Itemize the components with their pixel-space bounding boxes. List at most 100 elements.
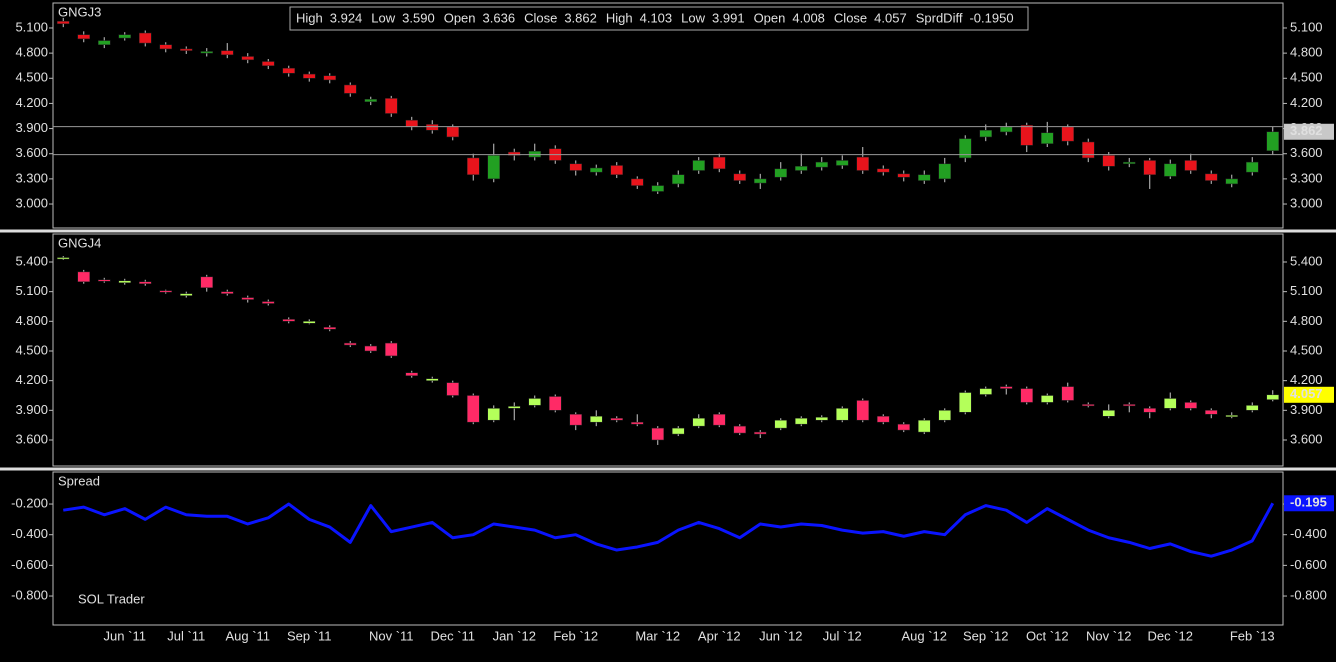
x-tick-label: Feb `12	[553, 628, 598, 643]
panel-frame	[52, 471, 1284, 626]
candle-body	[959, 392, 972, 413]
candle-body	[303, 321, 316, 324]
header-name: High	[296, 10, 323, 25]
candle-body	[774, 168, 787, 178]
y-tick-label: 3.300	[1290, 170, 1323, 185]
candle-body	[446, 382, 459, 396]
y-tick-label: 3.000	[15, 195, 48, 210]
header-value: 4.057	[874, 10, 907, 25]
candle-body	[77, 34, 90, 40]
candle-body	[938, 410, 951, 421]
candle-body	[405, 372, 418, 376]
candle-body	[1184, 402, 1197, 409]
y-tick-label: 3.900	[15, 402, 48, 417]
x-tick-label: Oct `12	[1026, 628, 1069, 643]
y-tick-label: -0.600	[11, 557, 48, 572]
candle-body	[1061, 126, 1074, 142]
candle-body	[795, 417, 808, 425]
candle-body	[836, 408, 849, 421]
y-tick-label: -0.800	[1290, 587, 1327, 602]
candle-body	[713, 414, 726, 426]
header-value: 3.636	[483, 10, 516, 25]
candle-body	[1205, 410, 1218, 415]
candle-body	[733, 173, 746, 181]
last-value-label: -0.195	[1290, 495, 1327, 510]
x-tick-label: Aug `11	[225, 628, 270, 643]
y-tick-label: 5.400	[15, 253, 48, 268]
candle-body	[139, 32, 152, 44]
y-tick-label: 3.900	[1290, 402, 1323, 417]
candle-body	[262, 61, 275, 66]
candle-body	[754, 178, 767, 184]
candle-body	[118, 280, 131, 284]
x-tick-label: Apr `12	[698, 628, 741, 643]
candle-body	[221, 291, 234, 294]
header-name: Close	[834, 10, 867, 25]
candle-body	[508, 406, 521, 409]
y-tick-label: 4.500	[15, 70, 48, 85]
candle-body	[979, 130, 992, 138]
x-tick-label: Nov `11	[369, 628, 414, 643]
candle-body	[405, 119, 418, 128]
candle-body	[1020, 124, 1033, 146]
panel-frame	[52, 2, 1284, 229]
panel-title: Spread	[58, 473, 100, 488]
candle-body	[467, 157, 480, 175]
x-tick-label: Dec `12	[1147, 628, 1193, 643]
last-value-box	[1284, 123, 1334, 140]
candle-body	[200, 276, 213, 288]
candle-body	[815, 416, 828, 421]
candle-body	[610, 165, 623, 175]
candle-body	[1205, 173, 1218, 181]
candle-body	[1102, 155, 1115, 167]
candle-body	[1061, 386, 1074, 401]
candle-body	[487, 155, 500, 180]
header-value: 4.103	[640, 10, 673, 25]
candle-body	[1225, 178, 1238, 185]
header-name: Open	[444, 10, 476, 25]
candle-body	[1246, 405, 1259, 411]
candle-body	[180, 48, 193, 51]
candle-body	[241, 297, 254, 300]
candle-body	[918, 419, 931, 433]
y-tick-label: 3.600	[15, 145, 48, 160]
candle-body	[590, 416, 603, 423]
y-tick-label: 3.300	[15, 170, 48, 185]
candle-body	[569, 163, 582, 171]
header-value: 4.008	[792, 10, 825, 25]
candle-body	[672, 174, 685, 185]
y-tick-label: -0.200	[11, 495, 48, 510]
candle-body	[1143, 160, 1156, 175]
header-name: SprdDiff	[916, 10, 963, 25]
candle-body	[692, 417, 705, 427]
candle-body	[241, 56, 254, 61]
y-tick-label: 5.100	[15, 283, 48, 298]
y-tick-label: 4.800	[1290, 45, 1323, 60]
candle-body	[1020, 388, 1033, 403]
candle-body	[528, 398, 541, 406]
candle-body	[139, 281, 152, 284]
header-name: Close	[524, 10, 557, 25]
last-value-box	[1284, 386, 1334, 403]
candle-body	[897, 173, 910, 178]
candle-body	[180, 293, 193, 296]
header-name: High	[606, 10, 633, 25]
candle-body	[815, 161, 828, 168]
candle-body	[385, 342, 398, 357]
candle-body	[692, 160, 705, 171]
y-tick-label: 5.100	[15, 19, 48, 34]
panel-title: GNGJ3	[58, 4, 101, 19]
x-tick-label: Jun `12	[759, 628, 802, 643]
candle-body	[856, 400, 869, 421]
y-tick-label: 3.600	[1290, 145, 1323, 160]
x-tick-label: Sep `12	[963, 628, 1009, 643]
candle-body	[1123, 404, 1136, 407]
candle-body	[323, 75, 336, 81]
x-tick-label: Jan `12	[493, 628, 536, 643]
candle-body	[1000, 386, 1013, 389]
x-tick-label: Dec `11	[430, 628, 475, 643]
candle-body	[487, 408, 500, 421]
candle-body	[569, 414, 582, 426]
